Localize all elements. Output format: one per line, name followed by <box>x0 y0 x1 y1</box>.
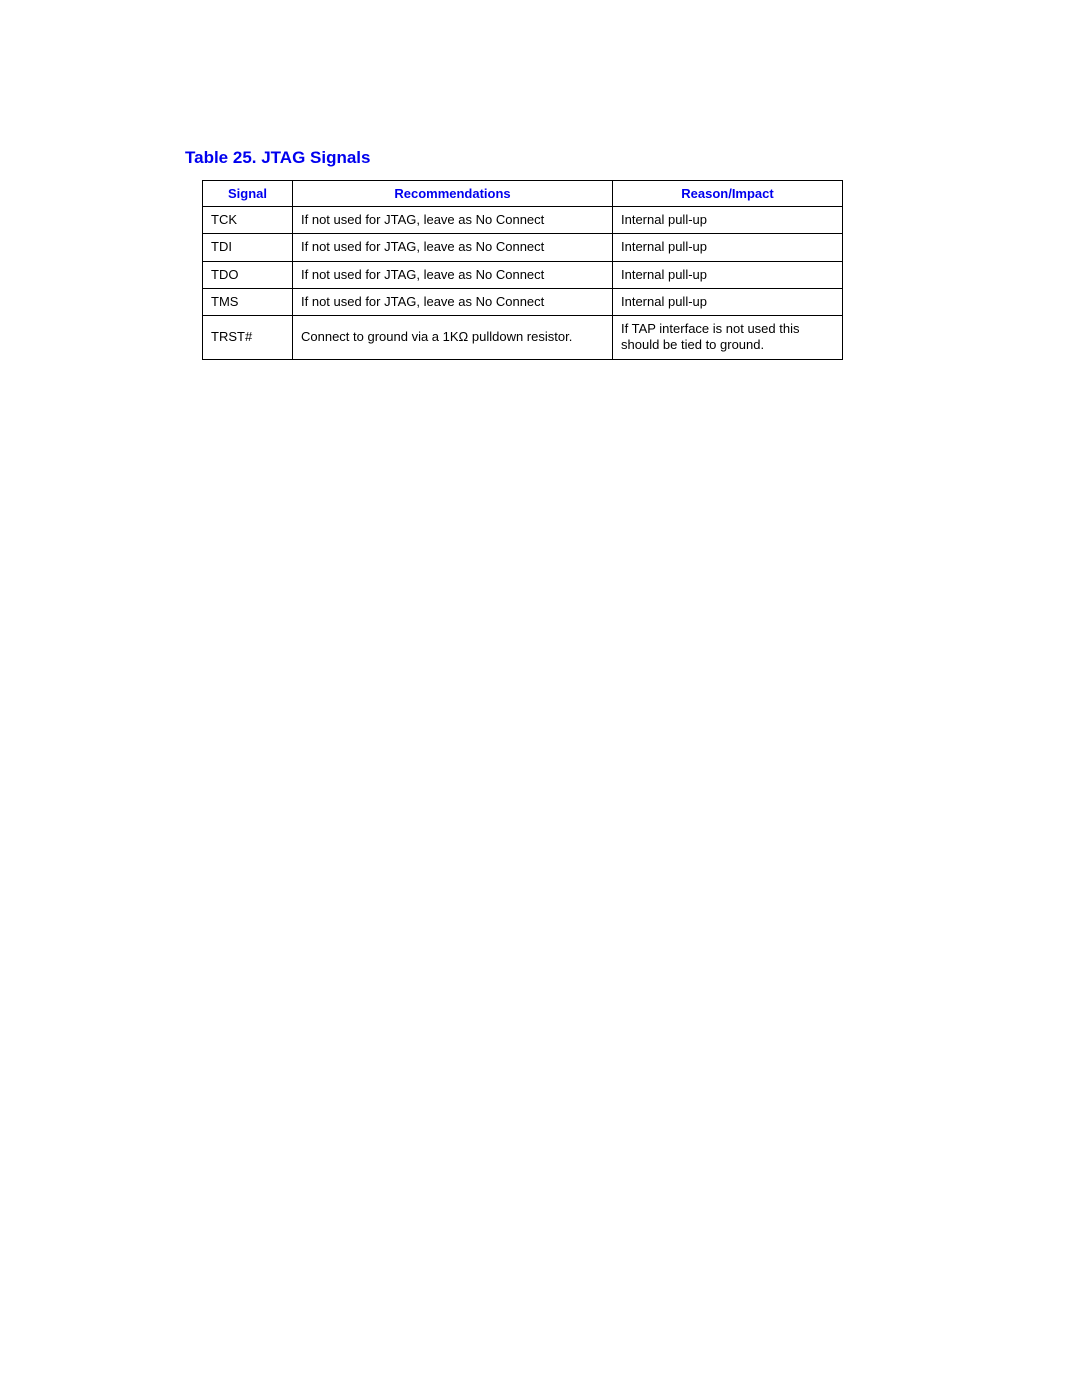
cell-recommendations: If not used for JTAG, leave as No Connec… <box>293 261 613 288</box>
cell-reason: If TAP interface is not used this should… <box>613 316 843 360</box>
cell-signal: TDO <box>203 261 293 288</box>
cell-reason: Internal pull-up <box>613 261 843 288</box>
cell-reason: Internal pull-up <box>613 288 843 315</box>
table-title: Table 25. JTAG Signals <box>185 148 935 168</box>
cell-recommendations: Connect to ground via a 1KΩ pulldown res… <box>293 316 613 360</box>
cell-reason: Internal pull-up <box>613 207 843 234</box>
table-row: TMS If not used for JTAG, leave as No Co… <box>203 288 843 315</box>
table-row: TCK If not used for JTAG, leave as No Co… <box>203 207 843 234</box>
cell-recommendations: If not used for JTAG, leave as No Connec… <box>293 288 613 315</box>
table-row: TDO If not used for JTAG, leave as No Co… <box>203 261 843 288</box>
cell-signal: TDI <box>203 234 293 261</box>
table-row: TRST# Connect to ground via a 1KΩ pulldo… <box>203 316 843 360</box>
col-header-recommendations: Recommendations <box>293 181 613 207</box>
col-header-reason: Reason/Impact <box>613 181 843 207</box>
table-header-row: Signal Recommendations Reason/Impact <box>203 181 843 207</box>
cell-reason: Internal pull-up <box>613 234 843 261</box>
col-header-signal: Signal <box>203 181 293 207</box>
jtag-signals-table: Signal Recommendations Reason/Impact TCK… <box>202 180 843 360</box>
document-page: Table 25. JTAG Signals Signal Recommenda… <box>0 0 1080 1397</box>
cell-signal: TRST# <box>203 316 293 360</box>
cell-signal: TCK <box>203 207 293 234</box>
cell-recommendations: If not used for JTAG, leave as No Connec… <box>293 207 613 234</box>
cell-recommendations: If not used for JTAG, leave as No Connec… <box>293 234 613 261</box>
cell-signal: TMS <box>203 288 293 315</box>
table-row: TDI If not used for JTAG, leave as No Co… <box>203 234 843 261</box>
